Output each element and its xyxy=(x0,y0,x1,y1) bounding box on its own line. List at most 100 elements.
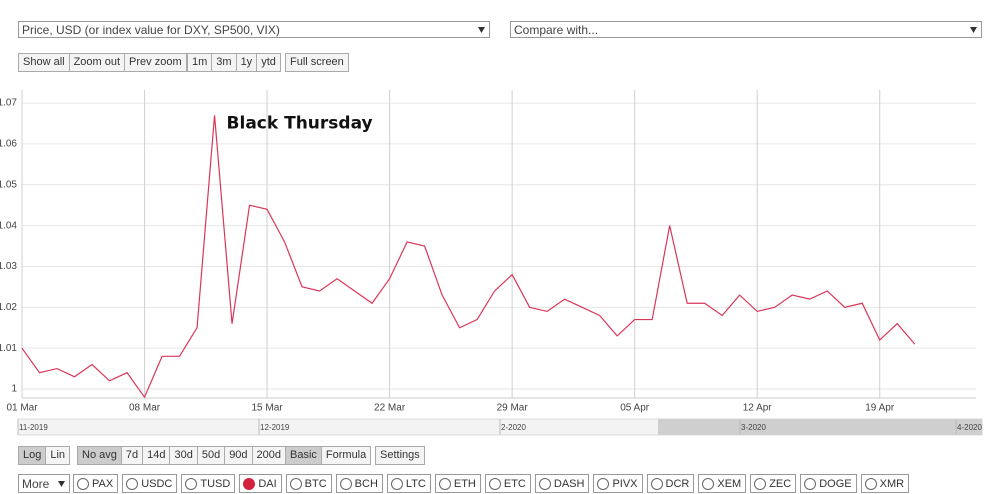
button[interactable]: 7d xyxy=(120,446,144,465)
coin-dot xyxy=(243,477,256,490)
coin-toggle[interactable]: XMR xyxy=(860,474,910,493)
button[interactable]: Lin xyxy=(45,446,71,465)
coin-label: XMR xyxy=(879,477,905,490)
button-group: Show all Zoom out Prev zoom xyxy=(18,53,187,72)
button[interactable]: Prev zoom xyxy=(124,53,187,72)
coin-label: LTC xyxy=(405,477,426,490)
button[interactable]: Basic xyxy=(285,446,322,465)
button-group: Basic Formula xyxy=(285,446,372,465)
coin-toggle[interactable]: USDC xyxy=(122,474,178,493)
coin-toggle[interactable]: ETH xyxy=(434,474,481,493)
coin-toggle[interactable]: DASH xyxy=(534,474,590,493)
x-tick-label: 22 Mar xyxy=(374,403,406,414)
button-group: Full screen xyxy=(285,53,349,72)
coin-toggle[interactable]: TUSD xyxy=(181,474,236,493)
y-tick-label: 1.06 xyxy=(0,139,17,150)
coin-label: PAX xyxy=(92,477,114,490)
select-text: More xyxy=(22,477,50,491)
button[interactable]: Full screen xyxy=(285,53,349,72)
navigator-range xyxy=(658,419,982,435)
coin-label: PIVX xyxy=(612,477,638,490)
select-text: Price, USD (or index value for DXY, SP50… xyxy=(22,23,280,37)
button[interactable]: ytd xyxy=(256,53,281,72)
coin-toggle[interactable]: DOGE xyxy=(800,474,857,493)
navigator-label: 3-2020 xyxy=(741,423,766,432)
button[interactable]: 90d xyxy=(224,446,253,465)
coin-label: ETC xyxy=(503,477,526,490)
coin-toggle[interactable]: PAX xyxy=(73,474,119,493)
coin-dot xyxy=(650,477,663,490)
coin-label: DCR xyxy=(665,477,690,490)
coin-toggle[interactable]: BTC xyxy=(285,474,332,493)
navigator-label: 2-2020 xyxy=(501,423,526,432)
line xyxy=(21,115,916,399)
coin-dot xyxy=(804,477,817,490)
coin-label: ZEC xyxy=(769,477,792,490)
button[interactable]: 1y xyxy=(235,53,258,72)
button[interactable]: 30d xyxy=(169,446,198,465)
button[interactable]: Settings xyxy=(375,446,425,465)
button[interactable]: Zoom out xyxy=(68,53,126,72)
coin-label: XEM xyxy=(717,477,742,490)
button-group: Log Lin xyxy=(18,446,71,465)
coin-dot xyxy=(702,477,715,490)
x-tick-label: 05 Apr xyxy=(620,403,650,414)
coin-dot xyxy=(597,477,610,490)
coin-dot xyxy=(289,477,302,490)
button[interactable]: Log xyxy=(18,446,47,465)
select-text: Compare with... xyxy=(514,23,599,37)
arrow xyxy=(478,27,485,33)
coin-toggle[interactable]: PIVX xyxy=(593,474,643,493)
coin-dot xyxy=(126,477,139,490)
coin-dot xyxy=(185,477,198,490)
coin-dot xyxy=(864,477,877,490)
annotation: Black Thursday xyxy=(227,113,373,133)
button-group: No avg 7d 14d 30d 50d 90d 200d xyxy=(77,446,287,465)
coin-toggle[interactable]: BCH xyxy=(335,474,383,493)
button[interactable]: 200d xyxy=(251,446,287,465)
coin-label: TUSD xyxy=(200,477,231,490)
coin-dot xyxy=(488,477,501,490)
y-tick-label: 1.04 xyxy=(0,220,17,231)
button[interactable]: 1m xyxy=(187,53,213,72)
y-tick-label: 1.05 xyxy=(0,179,17,190)
x-tick-label: 15 Mar xyxy=(252,403,284,414)
navigator-label: 12-2019 xyxy=(260,423,290,432)
button[interactable]: Show all xyxy=(18,53,70,72)
coin-toggle[interactable]: DAI xyxy=(239,474,282,493)
x-tick-label: 08 Mar xyxy=(129,403,161,414)
coin-toggle[interactable]: ZEC xyxy=(750,474,797,493)
coin-list: PAX USDC TUSD DAI BTC BCH LTC ETH ETC DASH PIVX DCR… xyxy=(73,474,910,493)
button[interactable]: 50d xyxy=(196,446,226,465)
coin-label: DASH xyxy=(553,477,585,490)
y-tick-label: 1 xyxy=(11,384,17,395)
arrow xyxy=(58,481,65,487)
button[interactable]: 3m xyxy=(211,53,237,72)
button[interactable]: Formula xyxy=(320,446,372,465)
y-tick-label: 1.03 xyxy=(0,261,17,272)
coin-toggle[interactable]: DCR xyxy=(646,474,695,493)
coin-label: DOGE xyxy=(819,477,852,490)
x-tick-label: 19 Apr xyxy=(865,403,895,414)
coin-toggle[interactable]: XEM xyxy=(698,474,747,493)
coin-dot xyxy=(390,477,403,490)
coin-dot xyxy=(438,477,451,490)
coin-toggle[interactable]: ETC xyxy=(484,474,531,493)
compare-select[interactable]: Compare with... xyxy=(510,21,982,38)
button[interactable]: 14d xyxy=(142,446,171,465)
coin-dot xyxy=(77,477,89,490)
coin-toggle[interactable]: LTC xyxy=(386,474,431,493)
price-select[interactable]: Price, USD (or index value for DXY, SP50… xyxy=(18,21,490,38)
navigator-label: 11-2019 xyxy=(19,423,48,432)
x-tick-label: 29 Mar xyxy=(497,403,529,414)
more-select[interactable]: More xyxy=(18,474,70,493)
y-tick-label: 1.02 xyxy=(0,302,17,313)
coin-dot xyxy=(754,477,767,490)
button[interactable]: No avg xyxy=(77,446,122,465)
coin-label: USDC xyxy=(141,477,173,490)
coin-dot xyxy=(538,477,551,490)
coin-label: BCH xyxy=(354,477,378,490)
coin-label: DAI xyxy=(258,477,277,490)
coin-dot xyxy=(339,477,352,490)
